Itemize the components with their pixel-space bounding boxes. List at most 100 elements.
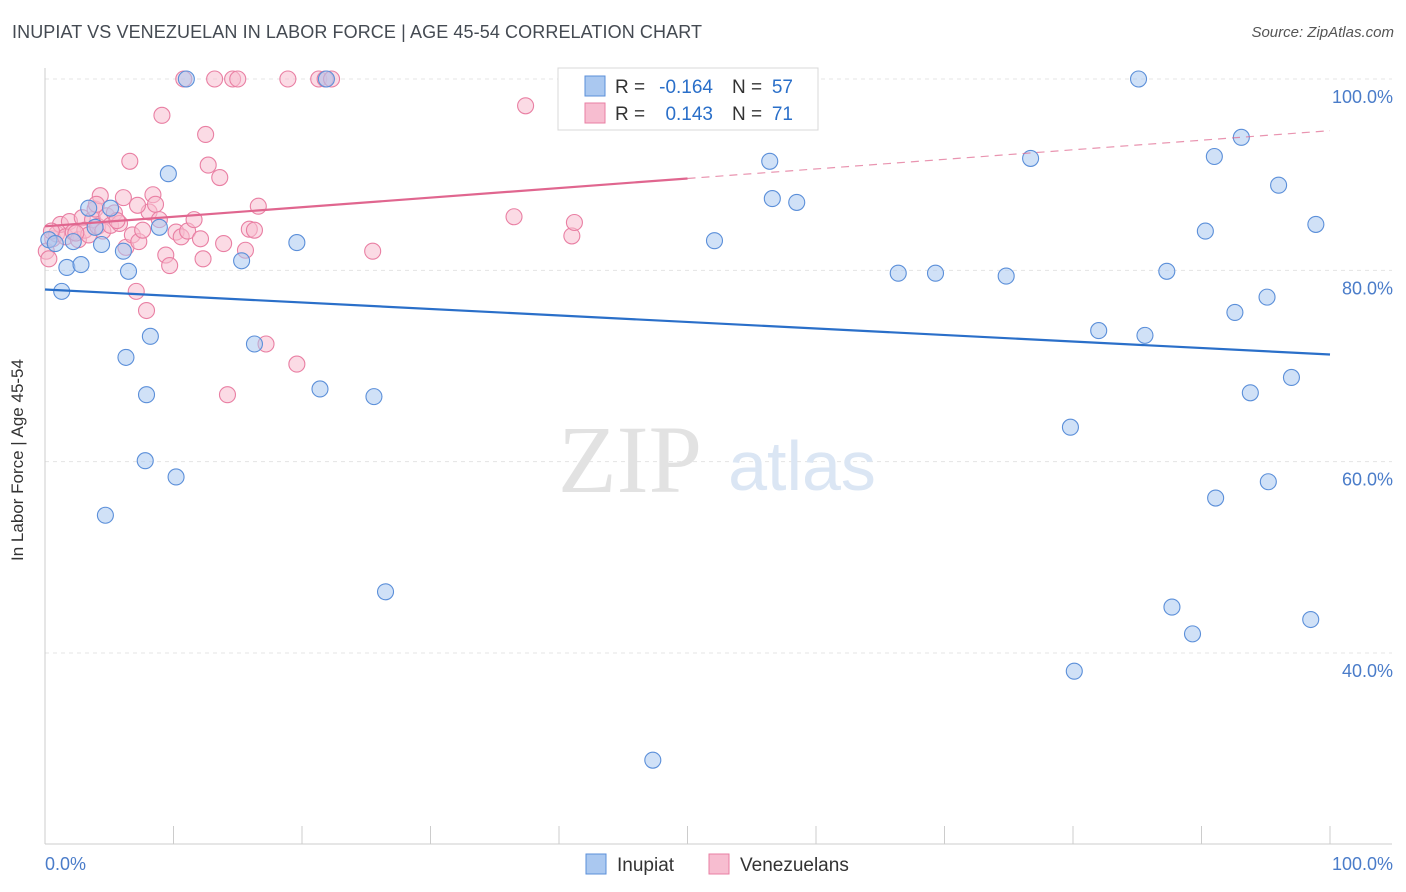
inupiat-point-35 (997, 267, 1015, 285)
inupiat-point-16 (141, 327, 159, 345)
venezuelans-point-46 (215, 234, 233, 253)
inupiat-point-28 (644, 751, 662, 769)
venezuelans-point-23 (121, 152, 139, 170)
y-tick-label-40: 40.0% (1342, 661, 1393, 681)
venezuelans-trend-line (44, 177, 688, 228)
bottom-legend: Inupiat Venezuelans (585, 853, 849, 876)
source-label: Source: ZipAtlas.com (1251, 24, 1394, 41)
inupiat-point-37 (1061, 418, 1079, 436)
inupiat-point-42 (1158, 262, 1176, 280)
venezuelans-point-33 (153, 106, 171, 124)
inupiat-point-11 (114, 242, 132, 260)
inupiat-point-27 (376, 583, 395, 601)
grid-lines (45, 78, 1392, 654)
inupiat-point-3 (58, 258, 76, 277)
inupiat-point-22 (245, 335, 264, 353)
inupiat-points (40, 70, 1325, 769)
inupiat-point-1 (46, 234, 64, 253)
watermark-zip: ZIP (558, 406, 702, 513)
stats-swatch-inupiat (584, 75, 606, 97)
inupiat-point-12 (117, 348, 135, 366)
venezuelans-point-41 (194, 250, 212, 268)
inupiat-point-8 (92, 235, 111, 254)
stats-r-value-inupiat: -0.164 (659, 77, 713, 98)
legend-swatch-venezuelans (708, 853, 730, 875)
y-tick-labels: 40.0% 60.0% 80.0% 100.0% (1332, 87, 1393, 681)
inupiat-point-18 (159, 165, 177, 183)
venezuelans-point-49 (229, 70, 247, 88)
venezuelans-point-47 (218, 386, 237, 404)
venezuelans-point-63 (565, 213, 583, 232)
inupiat-point-44 (1183, 625, 1202, 643)
venezuelans-point-31 (146, 195, 165, 213)
inupiat-point-40 (1129, 70, 1148, 88)
venezuelans-trend-line-dashed (687, 130, 1331, 180)
inupiat-point-47 (1207, 489, 1225, 507)
venezuelans-point-45 (211, 168, 229, 187)
inupiat-point-53 (1270, 176, 1288, 194)
inupiat-point-26 (365, 388, 383, 406)
legend-swatch-inupiat (585, 853, 607, 875)
stats-r-value-venezuelans: 0.143 (665, 104, 713, 125)
inupiat-point-55 (1302, 610, 1320, 629)
stats-n-label-inupiat: N = (732, 77, 762, 98)
inupiat-point-56 (1307, 215, 1325, 233)
legend-label-venezuelans: Venezuelans (740, 855, 849, 876)
venezuelans-point-66 (279, 70, 297, 88)
inupiat-point-31 (763, 190, 781, 208)
inupiat-point-9 (96, 506, 114, 524)
inupiat-point-15 (136, 452, 154, 470)
inupiat-point-4 (64, 233, 82, 251)
inupiat-trend-line (44, 288, 1331, 356)
inupiat-point-46 (1205, 147, 1223, 166)
venezuelans-point-42 (197, 125, 215, 144)
venezuelans-point-43 (199, 156, 217, 174)
stats-r-label-venezuelans: R = (615, 104, 645, 125)
inupiat-point-43 (1163, 598, 1181, 616)
inupiat-point-19 (167, 468, 185, 486)
inupiat-point-34 (926, 264, 945, 282)
watermark: ZIP atlas (558, 406, 876, 513)
inupiat-point-6 (80, 199, 98, 217)
venezuelans-point-1 (40, 250, 58, 268)
legend-label-inupiat: Inupiat (617, 855, 675, 876)
inupiat-point-39 (1090, 322, 1108, 340)
inupiat-point-24 (311, 380, 329, 398)
stats-n-label-venezuelans: N = (732, 104, 762, 125)
stats-r-label-inupiat: R = (615, 77, 645, 98)
inupiat-point-14 (137, 386, 156, 404)
venezuelans-point-55 (288, 355, 306, 373)
venezuelans-point-44 (206, 70, 224, 88)
venezuelans-point-60 (505, 208, 523, 226)
y-axis-label-wrap: In Labor Force | Age 45-54 (8, 359, 28, 561)
inupiat-point-36 (1022, 149, 1040, 167)
venezuelans-point-35 (161, 256, 179, 275)
inupiat-point-33 (889, 264, 907, 282)
inupiat-point-50 (1241, 384, 1259, 402)
venezuelans-point-59 (364, 242, 382, 260)
venezuelans-point-61 (517, 97, 535, 115)
inupiat-point-30 (761, 152, 779, 170)
x-tick-label-max: 100.0% (1332, 854, 1393, 874)
venezuelans-point-40 (191, 230, 210, 248)
inupiat-point-51 (1258, 288, 1276, 306)
y-tick-label-80: 80.0% (1342, 278, 1393, 298)
inupiat-point-29 (705, 232, 724, 250)
stats-swatch-venezuelans (584, 102, 606, 124)
venezuelans-point-21 (114, 189, 132, 207)
stats-n-value-venezuelans: 71 (772, 104, 793, 125)
venezuelans-point-25 (127, 282, 145, 300)
inupiat-point-13 (119, 262, 138, 280)
inupiat-point-10 (101, 199, 120, 217)
y-tick-label-100: 100.0% (1332, 87, 1393, 107)
inupiat-point-54 (1282, 368, 1300, 387)
inupiat-point-52 (1259, 473, 1277, 491)
inupiat-point-32 (788, 193, 806, 211)
chart-title: INUPIAT VS VENEZUELAN IN LABOR FORCE | A… (12, 22, 703, 42)
x-tick-labels: 0.0% 100.0% (45, 854, 1393, 874)
inupiat-point-25 (317, 70, 335, 88)
trend-lines (44, 130, 1331, 356)
venezuelans-point-52 (245, 221, 264, 239)
inupiat-point-17 (150, 218, 168, 236)
